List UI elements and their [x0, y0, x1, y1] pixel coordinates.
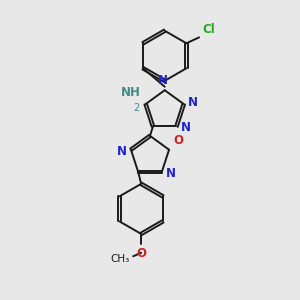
Text: O: O	[173, 134, 184, 147]
Text: N: N	[188, 96, 198, 109]
Text: O: O	[136, 247, 146, 260]
Text: N: N	[158, 74, 168, 87]
Text: NH: NH	[121, 86, 140, 99]
Text: 2: 2	[133, 103, 139, 113]
Text: N: N	[181, 122, 191, 134]
Text: CH₃: CH₃	[110, 254, 129, 264]
Text: N: N	[116, 145, 127, 158]
Text: N: N	[166, 167, 176, 180]
Text: Cl: Cl	[202, 23, 215, 36]
